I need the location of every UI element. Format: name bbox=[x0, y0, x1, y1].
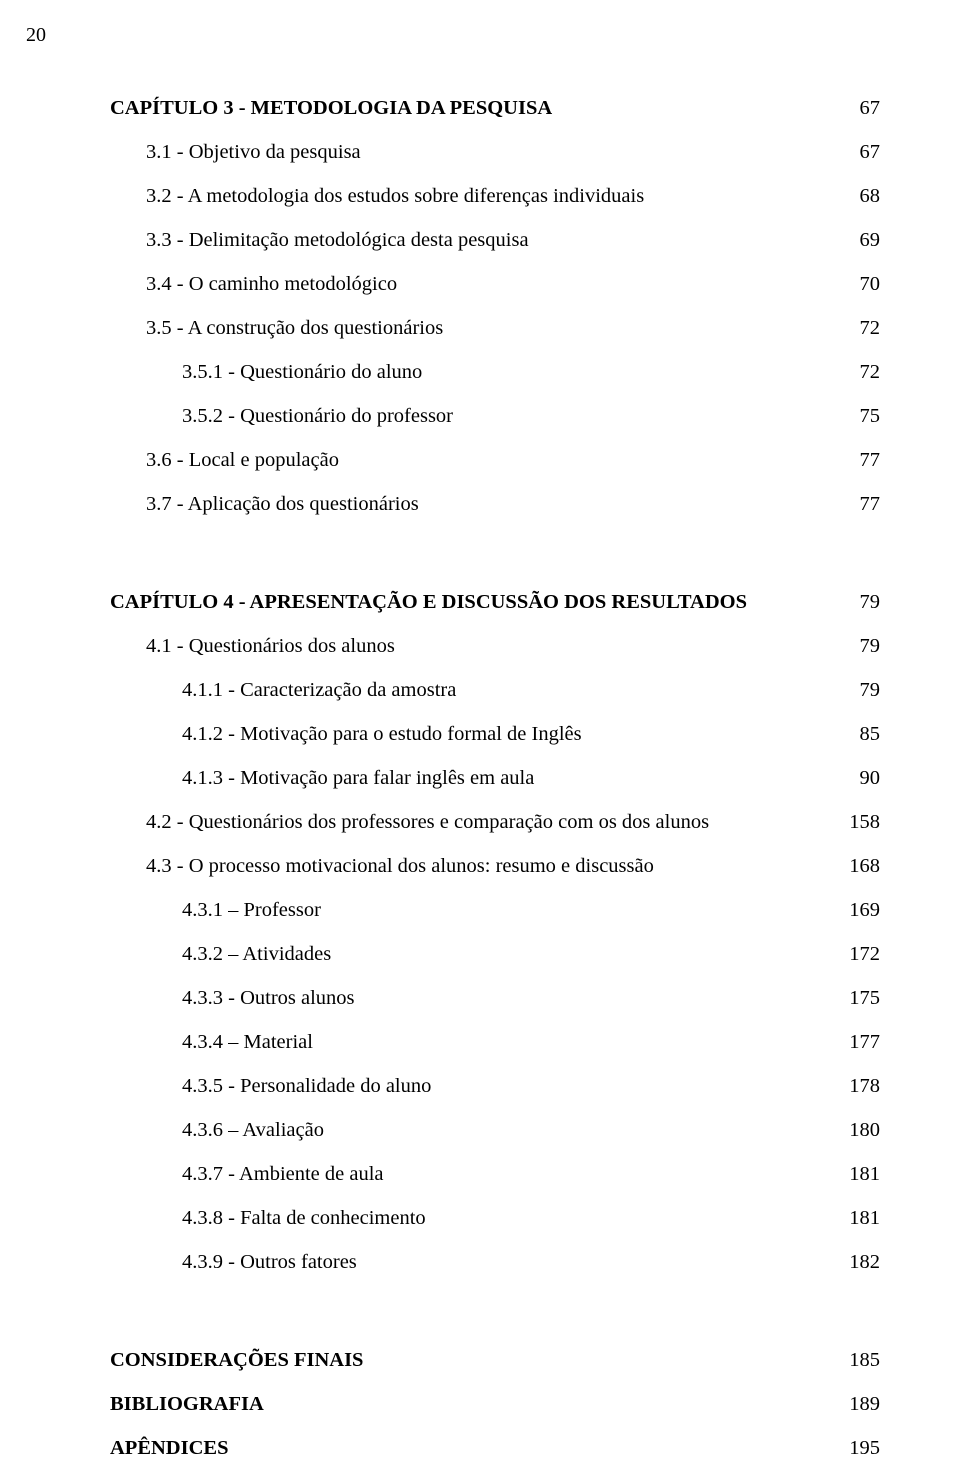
toc-row: 3.4 - O caminho metodológico70 bbox=[110, 274, 880, 295]
toc-page-number: 67 bbox=[836, 98, 881, 119]
toc-label: CAPÍTULO 4 - APRESENTAÇÃO E DISCUSSÃO DO… bbox=[110, 592, 836, 613]
toc-label: 4.3.5 - Personalidade do aluno bbox=[110, 1076, 825, 1097]
toc-page-number: 90 bbox=[836, 768, 881, 789]
toc-page-number: 79 bbox=[836, 592, 881, 613]
toc-page-number: 175 bbox=[825, 988, 880, 1009]
toc-label: CAPÍTULO 3 - METODOLOGIA DA PESQUISA bbox=[110, 98, 836, 119]
toc-row: 4.3.4 – Material177 bbox=[110, 1032, 880, 1053]
toc-row: 4.1.1 - Caracterização da amostra79 bbox=[110, 680, 880, 701]
toc-label: 3.5.1 - Questionário do aluno bbox=[110, 362, 836, 383]
toc-page-number: 182 bbox=[825, 1252, 880, 1273]
toc-row: 3.5 - A construção dos questionários72 bbox=[110, 318, 880, 339]
toc-row: 4.3.7 - Ambiente de aula181 bbox=[110, 1164, 880, 1185]
toc-page-number: 177 bbox=[825, 1032, 880, 1053]
table-of-contents: CAPÍTULO 3 - METODOLOGIA DA PESQUISA673.… bbox=[110, 98, 880, 1459]
toc-page-number: 178 bbox=[825, 1076, 880, 1097]
toc-label: 4.2 - Questionários dos professores e co… bbox=[110, 812, 825, 833]
toc-label: 3.6 - Local e população bbox=[110, 450, 836, 471]
toc-row: 3.6 - Local e população77 bbox=[110, 450, 880, 471]
toc-page-number: 180 bbox=[825, 1120, 880, 1141]
toc-label: 4.3.7 - Ambiente de aula bbox=[110, 1164, 825, 1185]
toc-row: BIBLIOGRAFIA189 bbox=[110, 1394, 880, 1415]
toc-page-number: 189 bbox=[825, 1394, 880, 1415]
toc-page-number: 77 bbox=[836, 450, 881, 471]
toc-page-number: 68 bbox=[836, 186, 881, 207]
toc-page-number: 158 bbox=[825, 812, 880, 833]
toc-label: 3.2 - A metodologia dos estudos sobre di… bbox=[110, 186, 836, 207]
toc-row: 4.2 - Questionários dos professores e co… bbox=[110, 812, 880, 833]
toc-label: CONSIDERAÇÕES FINAIS bbox=[110, 1350, 825, 1371]
toc-row: 3.2 - A metodologia dos estudos sobre di… bbox=[110, 186, 880, 207]
toc-page-number: 181 bbox=[825, 1164, 880, 1185]
toc-row: 4.3.1 – Professor169 bbox=[110, 900, 880, 921]
document-page: 20 CAPÍTULO 3 - METODOLOGIA DA PESQUISA6… bbox=[0, 0, 960, 1466]
toc-label: 4.3.6 – Avaliação bbox=[110, 1120, 825, 1141]
toc-label: 4.1.3 - Motivação para falar inglês em a… bbox=[110, 768, 836, 789]
toc-page-number: 75 bbox=[836, 406, 881, 427]
toc-label: 3.3 - Delimitação metodológica desta pes… bbox=[110, 230, 836, 251]
toc-row: APÊNDICES195 bbox=[110, 1438, 880, 1459]
toc-label: 4.3.1 – Professor bbox=[110, 900, 825, 921]
toc-page-number: 69 bbox=[836, 230, 881, 251]
toc-page-number: 181 bbox=[825, 1208, 880, 1229]
toc-label: 4.1.2 - Motivação para o estudo formal d… bbox=[110, 724, 836, 745]
toc-row: 4.1.3 - Motivação para falar inglês em a… bbox=[110, 768, 880, 789]
toc-page-number: 195 bbox=[825, 1438, 880, 1459]
toc-row: 3.5.2 - Questionário do professor75 bbox=[110, 406, 880, 427]
section-gap bbox=[110, 538, 880, 592]
toc-page-number: 79 bbox=[836, 680, 881, 701]
toc-page-number: 185 bbox=[825, 1350, 880, 1371]
toc-label: 4.3.3 - Outros alunos bbox=[110, 988, 825, 1009]
toc-page-number: 70 bbox=[836, 274, 881, 295]
toc-label: 4.3.4 – Material bbox=[110, 1032, 825, 1053]
toc-row: 3.5.1 - Questionário do aluno72 bbox=[110, 362, 880, 383]
toc-label: 3.7 - Aplicação dos questionários bbox=[110, 494, 836, 515]
toc-label: 3.5 - A construção dos questionários bbox=[110, 318, 836, 339]
toc-page-number: 77 bbox=[836, 494, 881, 515]
toc-row: 4.3.9 - Outros fatores182 bbox=[110, 1252, 880, 1273]
toc-label: 4.1 - Questionários dos alunos bbox=[110, 636, 836, 657]
toc-row: 4.3.6 – Avaliação180 bbox=[110, 1120, 880, 1141]
toc-row: 3.7 - Aplicação dos questionários77 bbox=[110, 494, 880, 515]
toc-row: 4.3.8 - Falta de conhecimento181 bbox=[110, 1208, 880, 1229]
toc-row: CAPÍTULO 4 - APRESENTAÇÃO E DISCUSSÃO DO… bbox=[110, 592, 880, 613]
toc-page-number: 172 bbox=[825, 944, 880, 965]
toc-label: 3.1 - Objetivo da pesquisa bbox=[110, 142, 836, 163]
toc-row: CAPÍTULO 3 - METODOLOGIA DA PESQUISA67 bbox=[110, 98, 880, 119]
toc-row: 3.3 - Delimitação metodológica desta pes… bbox=[110, 230, 880, 251]
toc-label: 4.3.8 - Falta de conhecimento bbox=[110, 1208, 825, 1229]
toc-label: 4.3.9 - Outros fatores bbox=[110, 1252, 825, 1273]
page-number: 20 bbox=[26, 24, 46, 47]
toc-page-number: 72 bbox=[836, 318, 881, 339]
toc-page-number: 72 bbox=[836, 362, 881, 383]
toc-label: BIBLIOGRAFIA bbox=[110, 1394, 825, 1415]
toc-row: 4.3.3 - Outros alunos175 bbox=[110, 988, 880, 1009]
top-spacing bbox=[110, 30, 880, 98]
toc-label: 4.1.1 - Caracterização da amostra bbox=[110, 680, 836, 701]
toc-row: 4.3.5 - Personalidade do aluno178 bbox=[110, 1076, 880, 1097]
toc-page-number: 85 bbox=[836, 724, 881, 745]
toc-label: 4.3 - O processo motivacional dos alunos… bbox=[110, 856, 825, 877]
toc-page-number: 67 bbox=[836, 142, 881, 163]
toc-label: APÊNDICES bbox=[110, 1438, 825, 1459]
toc-row: 4.3 - O processo motivacional dos alunos… bbox=[110, 856, 880, 877]
toc-row: 4.3.2 – Atividades172 bbox=[110, 944, 880, 965]
toc-row: 4.1 - Questionários dos alunos79 bbox=[110, 636, 880, 657]
toc-page-number: 168 bbox=[825, 856, 880, 877]
toc-label: 4.3.2 – Atividades bbox=[110, 944, 825, 965]
toc-label: 3.4 - O caminho metodológico bbox=[110, 274, 836, 295]
toc-page-number: 169 bbox=[825, 900, 880, 921]
toc-label: 3.5.2 - Questionário do professor bbox=[110, 406, 836, 427]
toc-row: 3.1 - Objetivo da pesquisa67 bbox=[110, 142, 880, 163]
toc-row: 4.1.2 - Motivação para o estudo formal d… bbox=[110, 724, 880, 745]
section-gap bbox=[110, 1296, 880, 1350]
toc-page-number: 79 bbox=[836, 636, 881, 657]
toc-row: CONSIDERAÇÕES FINAIS185 bbox=[110, 1350, 880, 1371]
